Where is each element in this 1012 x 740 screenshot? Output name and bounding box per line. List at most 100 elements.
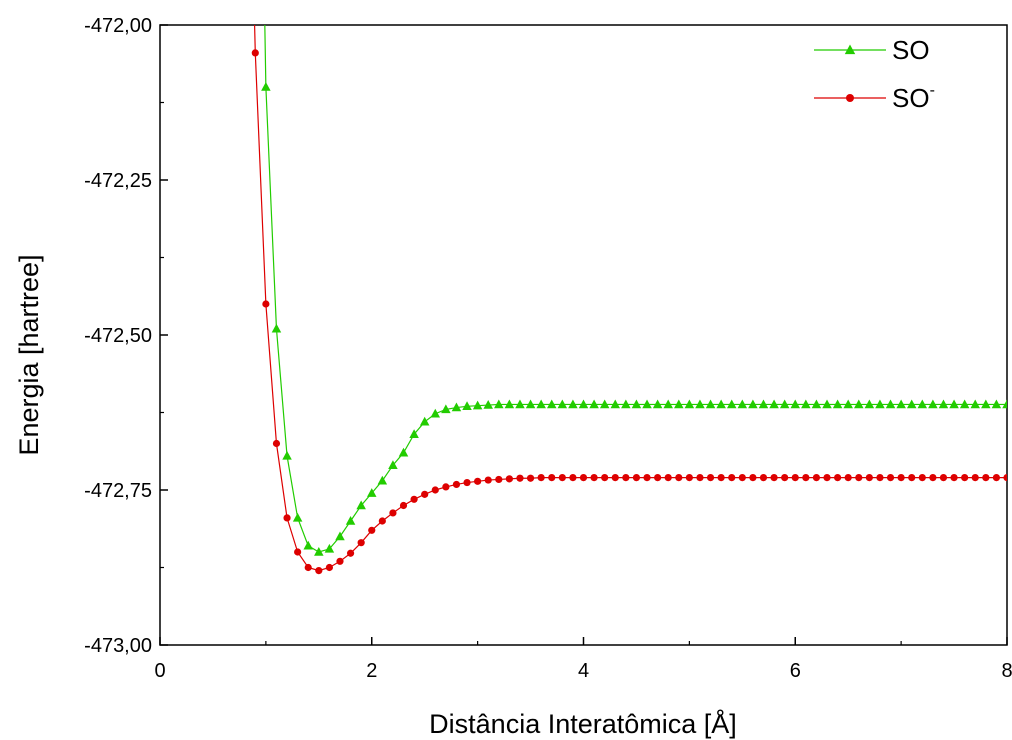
data-point	[271, 323, 282, 333]
data-point	[516, 474, 524, 482]
data-point	[546, 399, 557, 409]
series-layer	[251, 25, 1007, 575]
data-point	[548, 474, 556, 482]
data-point	[399, 501, 408, 510]
data-point	[431, 486, 439, 494]
data-point	[398, 447, 409, 457]
y-axis-title: Energia [hartree]	[14, 254, 44, 455]
data-point	[621, 399, 631, 409]
data-point	[865, 474, 873, 482]
data-point	[357, 539, 365, 547]
data-point	[749, 474, 757, 482]
data-point	[811, 399, 822, 409]
data-point	[832, 399, 843, 409]
data-point	[505, 475, 513, 483]
data-point	[356, 500, 366, 510]
data-point	[599, 399, 610, 409]
data-point	[578, 399, 589, 409]
data-point	[494, 399, 504, 409]
data-point	[982, 474, 990, 482]
data-point	[557, 399, 568, 409]
data-point	[611, 474, 619, 482]
data-point	[515, 399, 525, 409]
data-point	[822, 399, 832, 409]
data-point	[717, 474, 725, 482]
data-point	[991, 399, 1002, 409]
data-point	[589, 399, 599, 409]
data-point	[938, 399, 949, 409]
data-point	[876, 474, 884, 482]
data-point	[886, 474, 895, 482]
data-point	[897, 474, 905, 482]
data-point	[728, 474, 736, 482]
data-point	[283, 514, 291, 522]
data-point	[526, 474, 535, 482]
data-point	[663, 399, 673, 409]
data-point	[294, 548, 302, 556]
data-point	[705, 399, 716, 409]
data-point	[970, 399, 980, 409]
data-point	[716, 399, 726, 409]
legend-label: SO-	[892, 82, 935, 113]
data-point	[908, 474, 916, 482]
data-point	[939, 474, 948, 482]
legend-label: SO	[892, 35, 930, 65]
data-point	[737, 399, 748, 409]
y-tick-label: -472,75	[84, 480, 152, 502]
data-point	[875, 399, 885, 409]
data-point	[684, 399, 695, 409]
data-point	[451, 402, 462, 412]
data-point	[610, 399, 621, 409]
series-clip-group	[251, 25, 1007, 575]
data-point	[558, 474, 566, 482]
data-point	[315, 567, 323, 575]
data-point	[368, 526, 376, 534]
data-point	[442, 483, 450, 491]
data-point	[950, 474, 958, 482]
data-point	[474, 477, 482, 485]
legend-entry: SO-	[814, 82, 935, 113]
data-point	[525, 399, 536, 409]
data-point	[483, 400, 493, 409]
data-point	[917, 399, 928, 409]
data-point	[928, 399, 938, 409]
axes: 0 2 4 6 8 -473,00 -472,75 -472,50 -472,25 -472,00	[84, 15, 1012, 682]
data-point	[802, 474, 810, 482]
data-point	[971, 474, 979, 482]
data-point	[314, 547, 324, 556]
x-axis-title: Distância Interatômica [Å]	[429, 708, 737, 739]
data-point	[262, 300, 270, 308]
data-point	[251, 49, 259, 57]
data-point	[738, 474, 746, 482]
data-point	[854, 399, 864, 409]
data-point	[801, 399, 811, 409]
data-point	[568, 399, 578, 409]
legend: SO SO-	[814, 35, 935, 113]
data-point	[726, 399, 737, 409]
data-point	[896, 399, 906, 409]
x-tick-label: 6	[790, 660, 801, 682]
data-point	[272, 439, 281, 448]
data-point	[421, 490, 429, 498]
x-tick-label: 2	[366, 660, 377, 682]
data-point	[791, 474, 799, 482]
data-point	[389, 509, 397, 517]
data-point	[409, 429, 419, 438]
data-point	[642, 399, 652, 409]
data-point	[844, 474, 852, 482]
data-point	[654, 474, 662, 482]
data-point	[410, 495, 418, 503]
data-point	[759, 474, 768, 482]
data-point	[282, 450, 292, 460]
series-so-anion	[251, 25, 1007, 575]
data-point	[345, 516, 356, 525]
data-point	[336, 557, 344, 565]
data-point	[463, 478, 471, 487]
y-tick-label: -472,00	[84, 15, 152, 37]
data-point	[812, 474, 821, 482]
data-point	[537, 474, 545, 482]
data-point	[885, 399, 896, 409]
data-point	[959, 399, 970, 409]
data-point	[674, 399, 684, 409]
